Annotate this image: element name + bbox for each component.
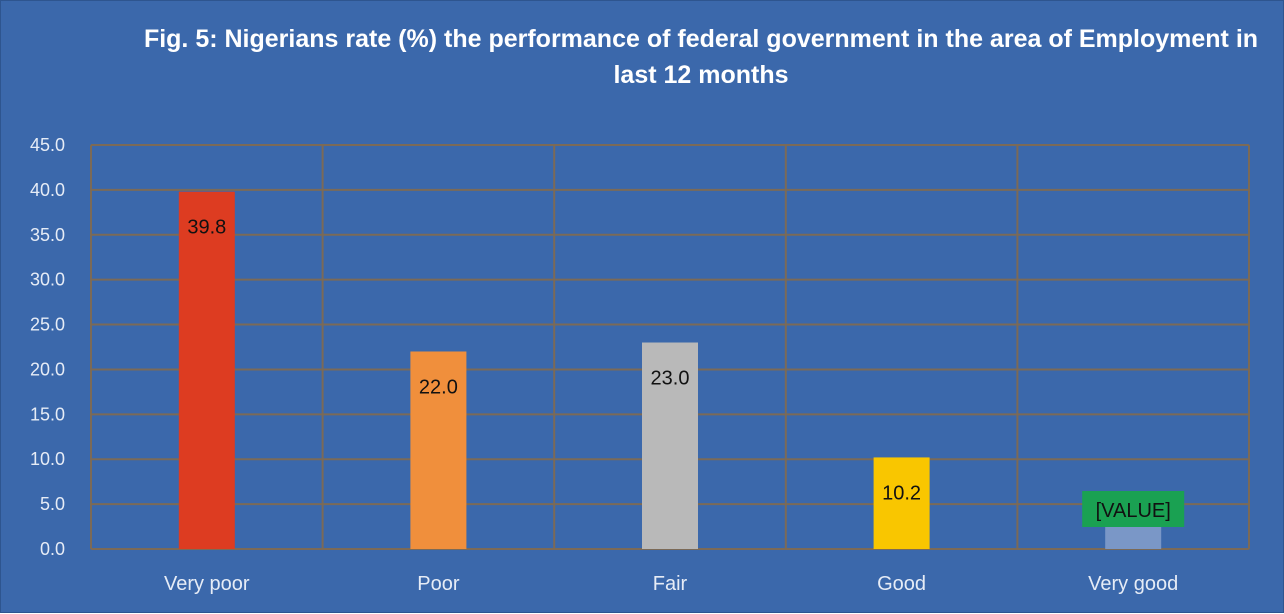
bar [410,351,467,549]
y-tick-label: 35.0 [30,225,65,245]
y-tick-label: 15.0 [30,404,65,424]
x-tick-label: Very poor [164,573,250,595]
data-label: 10.2 [882,482,921,504]
x-tick-label: Fair [653,573,688,595]
bar [178,191,235,549]
y-tick-label: 10.0 [30,449,65,469]
y-tick-label: 45.0 [30,135,65,155]
x-tick-label: Very good [1088,573,1178,595]
bar [873,457,930,549]
y-tick-label: 40.0 [30,180,65,200]
data-label: [VALUE] [1096,500,1171,522]
x-tick-label: Good [877,573,926,595]
y-tick-label: 5.0 [40,494,65,514]
y-tick-label: 20.0 [30,359,65,379]
data-label-box [1082,491,1185,527]
y-tick-label: 25.0 [30,315,65,335]
data-label: 39.8 [187,217,226,239]
data-label: 23.0 [651,368,690,390]
x-tick-label: Poor [417,573,460,595]
bar [642,342,698,549]
chart-title: Fig. 5: Nigerians rate (%) the performan… [143,25,1259,89]
y-tick-label: 30.0 [30,270,65,290]
y-tick-label: 0.0 [40,539,65,559]
data-label: 22.0 [419,376,458,398]
